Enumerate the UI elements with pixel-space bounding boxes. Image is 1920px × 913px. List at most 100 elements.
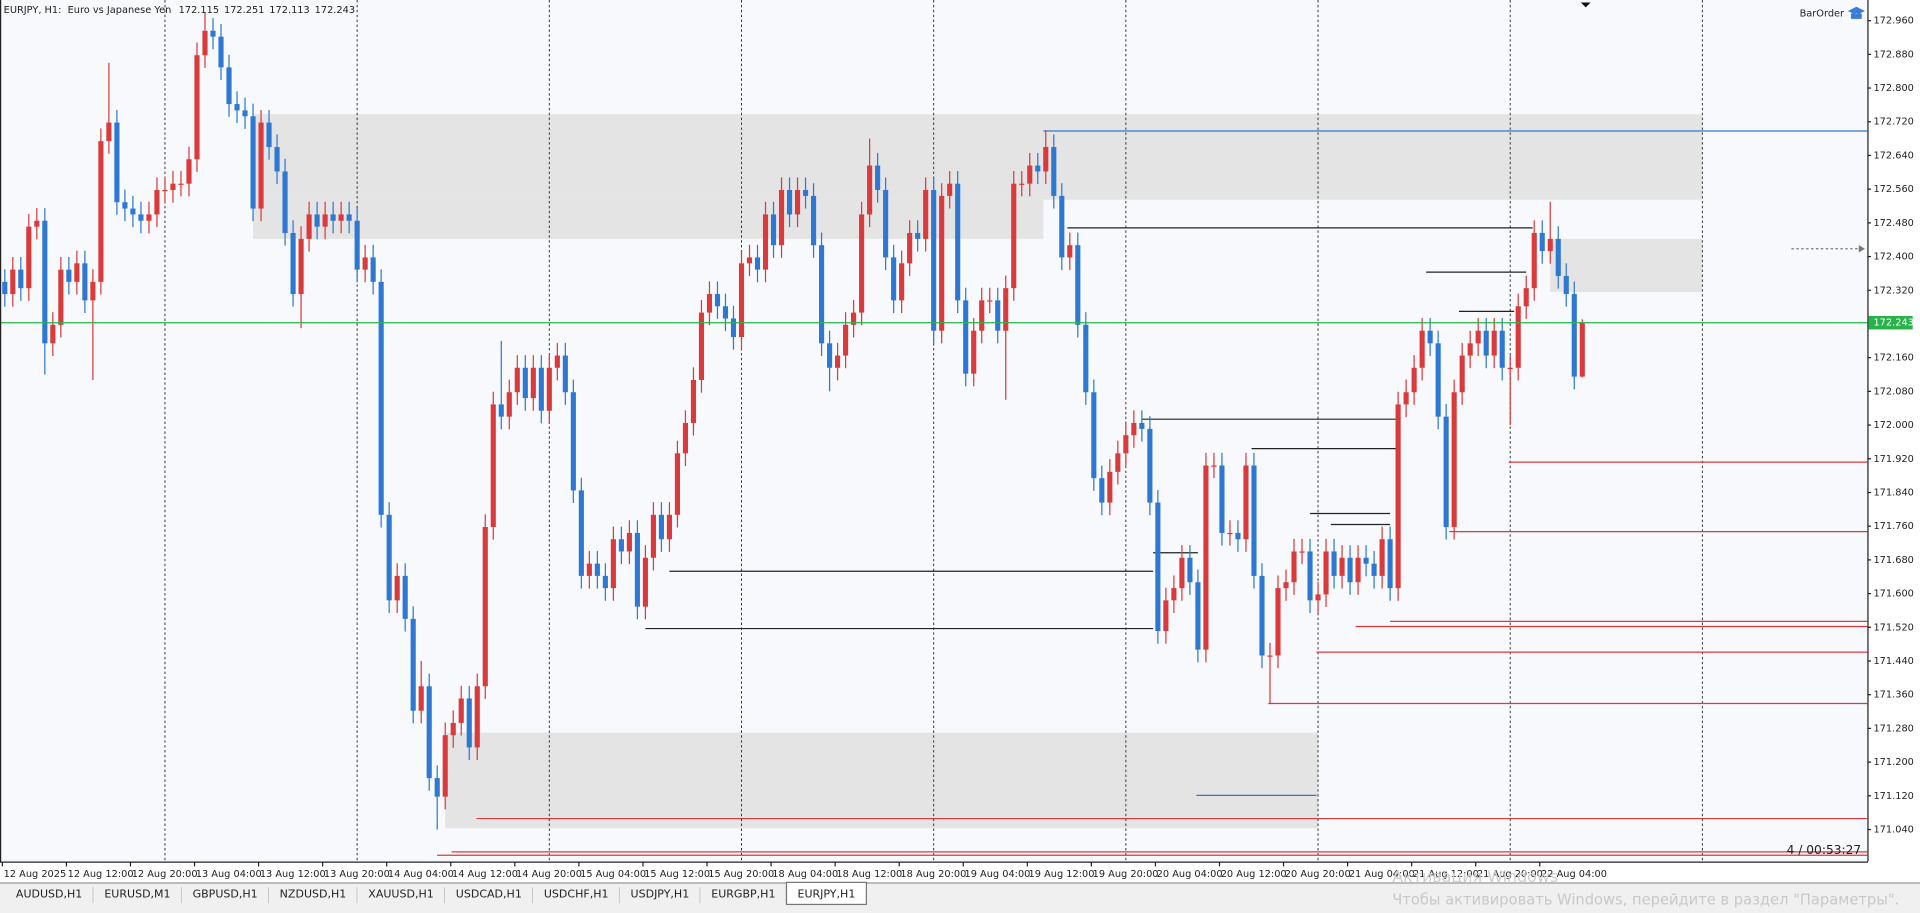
candle-body — [386, 514, 392, 601]
shift-marker — [1580, 2, 1591, 8]
x-tick-label: 20 Aug 12:00 — [1221, 869, 1287, 880]
candle-body — [1075, 245, 1081, 325]
x-tick-label: 19 Aug 20:00 — [1093, 869, 1159, 880]
tab-label[interactable]: USDCHF,H1 — [544, 888, 609, 901]
tab[interactable] — [357, 884, 445, 905]
candle-body — [314, 214, 320, 227]
tab[interactable] — [532, 884, 620, 905]
bar-order-button[interactable]: BarOrder — [1800, 8, 1845, 19]
candle-body — [1275, 588, 1281, 656]
candle-body — [1355, 557, 1361, 583]
candle-body — [746, 257, 753, 264]
candle-body — [482, 527, 488, 687]
candle-body — [714, 294, 721, 307]
candle-body — [1211, 465, 1217, 467]
tab-active[interactable] — [785, 881, 867, 906]
x-tick-label: 14 Aug 12:00 — [452, 869, 518, 880]
candle-body — [146, 214, 152, 221]
candle-body — [730, 318, 737, 338]
candle-body — [514, 367, 520, 393]
candle-body — [82, 263, 88, 301]
y-tick-label: 172.480 — [1873, 218, 1913, 229]
ohlc-close: 172.243 — [315, 5, 355, 16]
tab-label[interactable]: EURGBP,H1 — [711, 888, 775, 901]
candle-body — [1227, 532, 1233, 535]
y-tick-label: 172.800 — [1873, 83, 1913, 94]
candle-body — [2, 281, 8, 295]
tab[interactable] — [444, 884, 533, 905]
candle-body — [522, 367, 528, 399]
candle-body — [274, 147, 280, 172]
candle-body — [114, 122, 120, 203]
tab-label[interactable]: USDJPY,H1 — [631, 888, 690, 901]
candle-body — [1323, 551, 1329, 595]
tab[interactable] — [181, 884, 269, 905]
tab[interactable] — [4, 884, 94, 905]
x-tick-label: 13 Aug 04:00 — [196, 869, 262, 880]
candle-body — [939, 195, 945, 331]
candle-body — [98, 141, 104, 282]
candle-body — [1515, 306, 1521, 368]
candle-body — [810, 195, 817, 246]
candle-body — [682, 422, 689, 454]
candle-body — [106, 122, 112, 142]
candle-body — [1083, 324, 1089, 393]
candle-body — [282, 171, 288, 233]
candle-body — [979, 300, 985, 331]
tab-label[interactable]: USDCAD,H1 — [456, 888, 522, 901]
candle-body — [963, 300, 969, 374]
candle-body — [594, 563, 600, 576]
tab[interactable] — [700, 884, 787, 905]
candle-body — [610, 539, 616, 589]
candle-body — [1203, 465, 1209, 650]
candle-body — [1499, 330, 1505, 368]
candle-body — [971, 330, 977, 374]
candle-body — [1555, 238, 1561, 276]
candle-body — [490, 404, 496, 528]
tab[interactable] — [268, 884, 358, 905]
candle-body — [1139, 422, 1145, 429]
candle-body — [442, 735, 448, 797]
candle-body — [466, 698, 472, 748]
tab-label[interactable]: GBPUSD,H1 — [193, 888, 258, 901]
candle-body — [1243, 465, 1249, 540]
x-tick-label: 18 Aug 12:00 — [836, 869, 902, 880]
candle-body — [626, 532, 632, 552]
candle-body — [947, 183, 953, 196]
candle-body — [26, 226, 32, 289]
candle-body — [1539, 232, 1545, 252]
tab-label[interactable]: EURJPY,H1 — [798, 888, 856, 901]
candle-body — [410, 618, 416, 711]
tab[interactable] — [619, 884, 701, 905]
candle-body — [1483, 330, 1489, 356]
bar-order-icon[interactable] — [1847, 6, 1865, 19]
candle-body — [554, 355, 560, 368]
tab-label[interactable]: XAUUSD,H1 — [368, 888, 433, 901]
candle-body — [1347, 557, 1353, 583]
tab-label[interactable]: EURUSD,M1 — [104, 888, 170, 901]
candle-body — [1403, 392, 1409, 405]
candle-body — [434, 778, 440, 797]
tab[interactable] — [93, 884, 182, 905]
candle-body — [1187, 557, 1193, 583]
x-tick-label: 15 Aug 04:00 — [580, 869, 646, 880]
candle-body — [354, 220, 360, 270]
y-tick-label: 172.560 — [1873, 184, 1913, 195]
x-tick-label: 12 Aug 12:00 — [68, 869, 134, 880]
candle-body — [915, 232, 921, 239]
current-price-label-bg — [1868, 315, 1913, 330]
candle-body — [1299, 551, 1305, 553]
candle-body — [634, 532, 640, 607]
x-tick-label: 21 Aug 04:00 — [1349, 869, 1415, 880]
tab-label[interactable]: AUDUSD,H1 — [16, 888, 82, 901]
tab-label[interactable]: NZDUSD,H1 — [280, 888, 347, 901]
candle-body — [58, 269, 64, 325]
candle-body — [1011, 183, 1017, 289]
zone — [1550, 238, 1703, 292]
candle-body — [778, 189, 785, 246]
candle-body — [891, 257, 897, 301]
candle-body — [1291, 551, 1297, 583]
y-tick-label: 171.280 — [1873, 723, 1913, 734]
candle-body — [1019, 183, 1025, 185]
